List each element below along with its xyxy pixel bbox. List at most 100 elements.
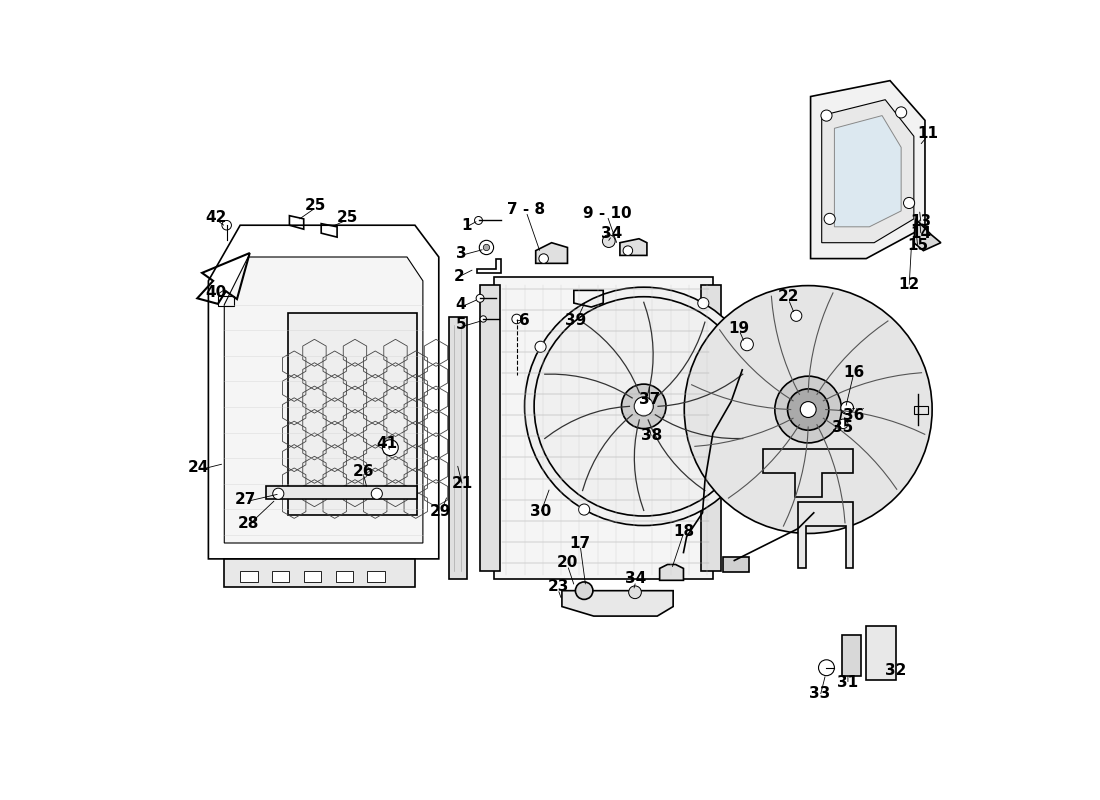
Bar [336,571,353,582]
Bar [218,296,234,306]
Circle shape [840,402,854,414]
Text: 34: 34 [602,226,623,241]
Circle shape [838,419,848,429]
Polygon shape [224,559,415,586]
Text: 22: 22 [778,290,799,304]
Text: 3: 3 [455,246,466,261]
Bar [866,626,896,680]
Text: 20: 20 [557,555,579,570]
Circle shape [774,376,842,443]
Text: 9 - 10: 9 - 10 [583,206,631,221]
Text: 26: 26 [353,464,374,479]
Text: 38: 38 [641,428,662,443]
Text: 11: 11 [917,126,938,142]
Text: 24: 24 [188,460,209,475]
Circle shape [629,586,641,598]
Circle shape [903,198,915,209]
Circle shape [824,214,835,225]
Text: 1: 1 [461,218,472,233]
Circle shape [801,402,816,418]
Polygon shape [265,486,417,498]
Circle shape [684,286,932,534]
Text: 4: 4 [455,297,466,312]
Text: 32: 32 [884,662,906,678]
Text: 18: 18 [673,523,694,538]
Text: 21: 21 [452,476,473,491]
Text: 27: 27 [235,492,256,507]
Text: 16: 16 [843,365,865,380]
Text: 40: 40 [206,286,227,300]
Polygon shape [914,219,940,250]
Text: 12: 12 [899,278,920,292]
Text: 31: 31 [837,674,858,690]
Text: 33: 33 [810,686,830,702]
Text: 28: 28 [238,516,258,530]
Text: 34: 34 [625,571,647,586]
Circle shape [603,234,615,247]
Circle shape [535,342,546,352]
Text: 25: 25 [337,210,359,225]
Text: 13: 13 [911,214,932,229]
Circle shape [476,294,484,302]
Circle shape [635,397,653,416]
Circle shape [623,246,632,255]
Polygon shape [835,115,901,227]
Text: 2: 2 [453,270,464,284]
Text: 5: 5 [455,317,466,332]
Bar [288,313,417,515]
Circle shape [741,460,752,471]
Text: 25: 25 [305,198,327,213]
Polygon shape [822,100,914,242]
Bar [367,571,385,582]
Polygon shape [224,257,422,543]
Text: 23: 23 [548,579,569,594]
Circle shape [480,240,494,254]
Text: 14: 14 [911,226,932,241]
Circle shape [621,384,665,429]
Polygon shape [494,277,713,578]
Polygon shape [660,565,683,580]
Polygon shape [562,590,673,616]
Text: 39: 39 [564,313,586,328]
Bar [272,571,289,582]
Text: 17: 17 [570,535,591,550]
Polygon shape [798,502,854,569]
Text: 15: 15 [908,238,928,253]
Circle shape [222,221,231,230]
Circle shape [791,310,802,322]
Text: 36: 36 [843,408,865,423]
Text: 19: 19 [728,321,749,336]
Polygon shape [620,238,647,255]
Bar [304,571,321,582]
Circle shape [818,660,835,676]
Text: 41: 41 [376,436,398,451]
Circle shape [579,504,590,515]
Circle shape [821,110,832,121]
Circle shape [525,287,763,526]
Circle shape [697,298,708,309]
Circle shape [372,488,383,499]
Circle shape [273,488,284,499]
Text: 35: 35 [832,420,852,435]
Bar [843,635,861,677]
Polygon shape [536,242,568,263]
Circle shape [740,338,754,350]
Polygon shape [811,81,925,258]
Circle shape [480,316,486,322]
Text: 30: 30 [530,504,551,518]
Circle shape [483,244,490,250]
Text: 29: 29 [430,504,451,518]
Bar [701,285,721,571]
Text: 6: 6 [519,313,530,328]
Circle shape [512,314,521,324]
Circle shape [788,389,829,430]
Bar [723,557,749,572]
Circle shape [575,582,593,599]
Circle shape [383,440,398,456]
Circle shape [539,254,549,263]
Bar [914,406,928,414]
Circle shape [895,107,906,118]
Bar [449,317,466,578]
Bar [240,571,257,582]
Text: 7 - 8: 7 - 8 [507,202,546,217]
